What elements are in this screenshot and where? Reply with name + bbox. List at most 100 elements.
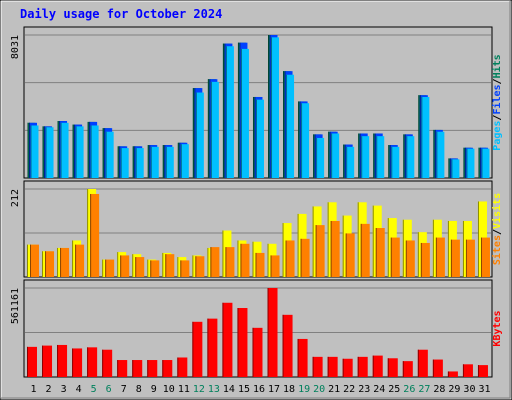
legend-item: / — [492, 78, 503, 84]
bar-sites — [360, 223, 370, 277]
bar-sites — [480, 237, 490, 277]
x-tick-label: 28 — [433, 384, 445, 395]
x-tick-label: 30 — [463, 384, 475, 395]
x-tick-label: 7 — [121, 384, 127, 395]
bar-kbytes — [132, 360, 143, 377]
bar-sites — [120, 255, 130, 277]
right-legend: Pages/Files/Hits — [491, 54, 503, 150]
y-axis-max-label: 212 — [10, 189, 21, 207]
bar-sites — [30, 244, 39, 277]
bar-kbytes — [222, 302, 233, 377]
bar-sites — [255, 252, 265, 277]
panel-visits-sites: 212 Sites/Visits — [10, 180, 503, 278]
legend-item: KBytes — [492, 310, 503, 346]
bar-kbytes — [192, 321, 203, 377]
bar-sites — [180, 260, 190, 277]
x-tick-label: 4 — [76, 384, 82, 395]
x-tick-label: 16 — [253, 384, 265, 395]
bar-kbytes — [432, 359, 443, 377]
bar-sites — [105, 259, 115, 277]
x-tick-label: 10 — [163, 384, 175, 395]
bar-sites — [435, 237, 445, 277]
x-tick-label: 22 — [343, 384, 355, 395]
bar-kbytes — [282, 314, 293, 377]
bar-sites — [375, 228, 385, 277]
bar-sites — [390, 237, 400, 277]
bar-sites — [240, 243, 250, 277]
x-tick-label: 12 — [193, 384, 205, 395]
bar-pages — [255, 99, 264, 178]
x-tick-label: 18 — [283, 384, 295, 395]
bar-sites — [450, 239, 460, 277]
x-tick-label: 1 — [31, 384, 37, 395]
chart-title: Daily usage for October 2024 — [20, 7, 222, 21]
x-tick-label: 25 — [388, 384, 400, 395]
bar-pages — [180, 144, 189, 178]
x-tick-label: 6 — [106, 384, 112, 395]
bar-pages — [331, 133, 340, 178]
bar-sites — [90, 193, 100, 277]
bar-sites — [135, 257, 145, 277]
bar-kbytes — [57, 344, 68, 377]
x-tick-label: 26 — [403, 384, 415, 395]
x-tick-label: 14 — [223, 384, 235, 395]
x-tick-label: 13 — [208, 384, 220, 395]
bar-pages — [120, 148, 129, 178]
bar-kbytes — [327, 356, 338, 377]
bar-pages — [406, 136, 415, 178]
x-tick-label: 9 — [151, 384, 157, 395]
bar-pages — [135, 148, 144, 178]
x-tick-label: 17 — [268, 384, 280, 395]
bar-sites — [330, 220, 340, 277]
bar-kbytes — [252, 327, 263, 377]
bar-kbytes — [447, 371, 458, 377]
bar-kbytes — [267, 288, 278, 377]
bar-sites — [165, 254, 175, 277]
bar-pages — [436, 131, 445, 178]
bar-pages — [75, 126, 84, 178]
x-tick-label: 24 — [373, 384, 385, 395]
bar-pages — [376, 136, 385, 178]
bar-sites — [210, 247, 220, 277]
bar-pages — [90, 125, 99, 178]
legend-item: / — [492, 229, 503, 235]
bar-kbytes — [477, 365, 488, 377]
x-tick-label: 23 — [358, 384, 370, 395]
bar-sites — [405, 240, 415, 277]
x-tick-label: 11 — [178, 384, 190, 395]
bar-pages — [286, 74, 295, 178]
x-axis-labels: 1 2 3 4 5 6 7 8 9 10 11 12 13 14 15 16 17 18 19 20 21 22 23 24 2… — [31, 384, 491, 395]
bar-kbytes — [402, 361, 413, 377]
bar-pages — [466, 148, 475, 178]
bar-pages — [451, 159, 460, 178]
y-axis-max-label: 561161 — [10, 288, 21, 324]
bar-pages — [225, 46, 234, 178]
bar-kbytes — [417, 349, 428, 377]
legend-item: Files — [491, 84, 503, 114]
x-tick-label: 3 — [61, 384, 67, 395]
bar-sites — [45, 251, 55, 277]
x-tick-label: 27 — [418, 384, 430, 395]
bar-kbytes — [462, 364, 473, 377]
bar-pages — [301, 103, 310, 178]
bar-kbytes — [342, 358, 353, 377]
x-tick-label: 19 — [298, 384, 310, 395]
bar-pages — [361, 136, 370, 178]
right-legend: Sites/Visits — [491, 193, 503, 265]
bar-sites — [75, 244, 85, 277]
bar-kbytes — [72, 348, 83, 377]
bar-pages — [316, 137, 325, 178]
bar-sites — [270, 255, 280, 277]
bar-pages — [240, 48, 249, 178]
x-tick-label: 29 — [448, 384, 460, 395]
x-tick-label: 15 — [238, 384, 250, 395]
bar-pages — [165, 146, 174, 178]
x-tick-label: 2 — [46, 384, 52, 395]
bar-pages — [481, 148, 490, 178]
bar-pages — [421, 96, 430, 178]
x-tick-label: 21 — [328, 384, 340, 395]
